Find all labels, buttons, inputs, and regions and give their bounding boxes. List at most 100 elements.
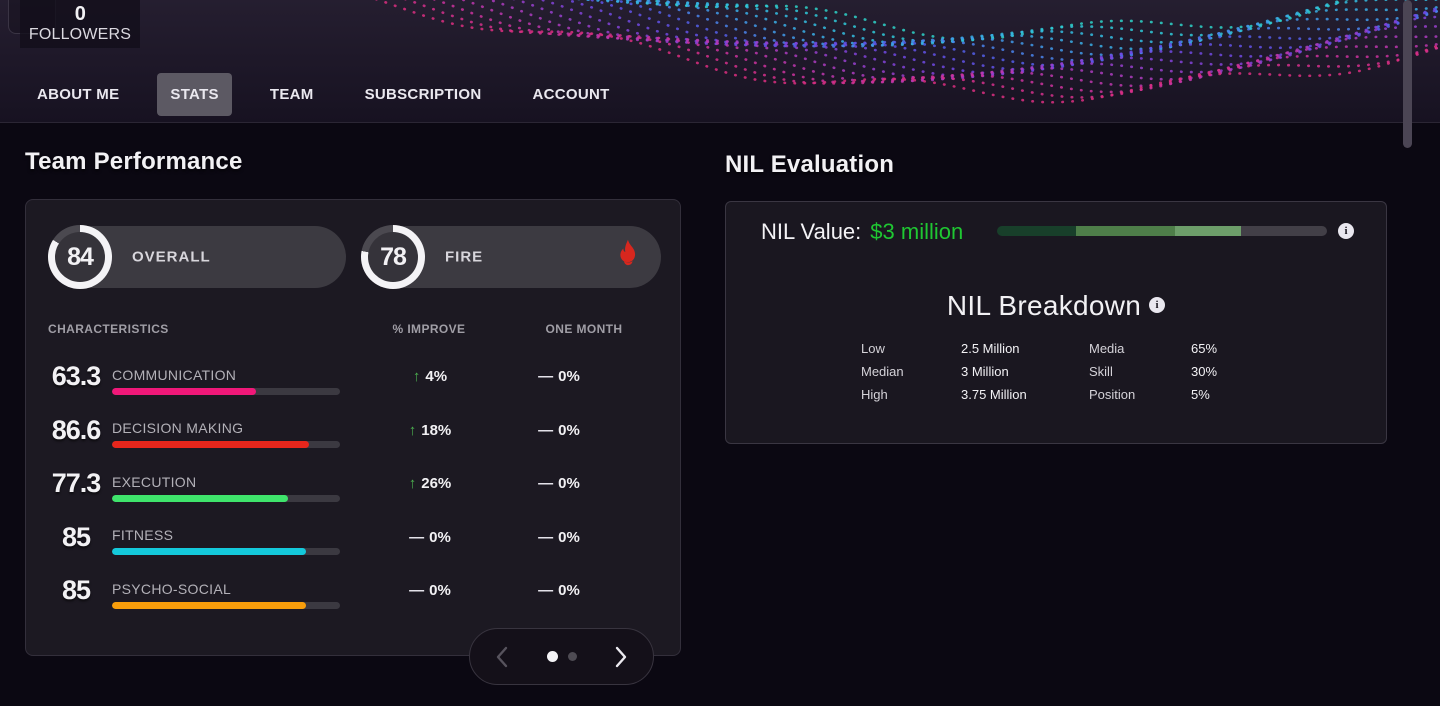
- stat-bar-fill: [112, 441, 310, 449]
- breakdown-label: Media: [1089, 341, 1125, 356]
- table-row-fitness: 85 FITNESS —0% —0%: [48, 511, 660, 565]
- tab-about-me[interactable]: ABOUT ME: [37, 86, 120, 103]
- nil-value-info-icon[interactable]: i: [1338, 223, 1354, 239]
- one-month-value: 0%: [558, 368, 580, 386]
- overall-gauge-label: OVERALL: [132, 248, 211, 266]
- up-arrow-icon: ↑: [408, 475, 417, 493]
- tab-stats[interactable]: STATS: [157, 73, 232, 116]
- table-row: Low 2.5 Million Media 65%: [726, 341, 1386, 364]
- stat-bar-track: [112, 548, 340, 556]
- stat-value: 63.3: [51, 361, 102, 392]
- nil-value-label: NIL Value:: [761, 219, 862, 244]
- dash-icon: —: [538, 528, 554, 546]
- carousel-dot-active[interactable]: [546, 651, 558, 662]
- nil-value-amount: $3 million: [870, 219, 964, 244]
- dash-icon: —: [409, 528, 425, 546]
- stat-bar-track: [112, 387, 340, 395]
- stat-bar-track: [112, 441, 340, 449]
- table-row-psycho-social: 85 PSYCHO-SOCIAL —0% —0%: [48, 564, 660, 618]
- one-month-cell: —0%: [504, 582, 614, 599]
- team-performance-title: Team Performance: [25, 148, 243, 175]
- table-row: Median 3 Million Skill 30%: [726, 364, 1386, 387]
- one-month-value: 0%: [558, 582, 580, 600]
- stat-bar-fill: [112, 548, 306, 556]
- one-month-value: 0%: [558, 421, 580, 439]
- up-arrow-icon: ↑: [408, 421, 417, 439]
- one-month-cell: —0%: [504, 475, 614, 492]
- fire-gauge-value: 78: [368, 232, 418, 282]
- stat-bar-fill: [112, 601, 306, 609]
- one-month-cell: —0%: [504, 529, 614, 546]
- tab-team[interactable]: TEAM: [269, 86, 314, 103]
- dash-icon: —: [409, 582, 425, 600]
- improve-value: 4%: [425, 368, 448, 386]
- carousel-dot[interactable]: [567, 652, 577, 661]
- stat-value: 85: [61, 521, 91, 552]
- header-one-month: ONE MONTH: [545, 322, 623, 336]
- overall-gauge-value: 84: [55, 232, 105, 282]
- improve-cell: —0%: [370, 582, 490, 599]
- breakdown-value: 2.5 Million: [961, 341, 1020, 356]
- stat-value: 77.3: [51, 468, 102, 499]
- breakdown-label: Position: [1089, 387, 1136, 402]
- tab-subscription[interactable]: SUBSCRIPTION: [364, 86, 482, 103]
- carousel-prev-button[interactable]: [492, 642, 512, 672]
- nil-evaluation-card: NIL Value: $3 million i NIL Breakdown i L…: [725, 201, 1387, 444]
- nil-value-row: NIL Value: $3 million: [761, 217, 963, 247]
- improve-cell: ↑ 18%: [370, 422, 490, 439]
- nil-bar-segment: [1175, 226, 1242, 236]
- nil-evaluation-title: NIL Evaluation: [725, 151, 895, 178]
- stats-carousel-controls: [469, 628, 654, 685]
- table-row-decision-making: 86.6 DECISION MAKING ↑ 18% —0%: [48, 404, 660, 458]
- nil-bar-segment: [1076, 226, 1176, 236]
- gauge-row: 84 OVERALL 78 FIRE: [48, 225, 661, 289]
- fire-icon: [611, 238, 645, 277]
- dash-icon: —: [538, 582, 554, 600]
- carousel-next-button[interactable]: [611, 642, 631, 672]
- dash-icon: —: [538, 368, 554, 386]
- characteristics-table-header: CHARACTERISTICS % IMPROVE ONE MONTH: [48, 322, 660, 336]
- profile-tab-bar: ABOUT ME STATS TEAM SUBSCRIPTION ACCOUNT: [24, 73, 623, 116]
- nil-value-bar: [997, 226, 1327, 236]
- nil-bar-segment: [1241, 226, 1327, 236]
- one-month-cell: —0%: [504, 422, 614, 439]
- stat-label: DECISION MAKING: [112, 420, 244, 437]
- improve-cell: ↑ 26%: [370, 475, 490, 492]
- profile-hero-banner: 0 FOLLOWERS ABOUT ME STATS TEAM SUBSCRIP…: [0, 0, 1440, 123]
- breakdown-label: Skill: [1089, 364, 1113, 379]
- table-row: High 3.75 Million Position 5%: [726, 387, 1386, 410]
- fire-gauge-ring: 78: [361, 225, 425, 289]
- dash-icon: —: [538, 421, 554, 439]
- improve-value: 0%: [429, 582, 451, 600]
- improve-value: 18%: [421, 421, 452, 439]
- nil-bar-segment: [997, 226, 1077, 236]
- particle-wave-decoration: [374, 0, 1440, 104]
- header-percent-improve: % IMPROVE: [392, 322, 466, 336]
- stat-bar-fill: [112, 387, 257, 395]
- stat-value: 85: [61, 575, 91, 606]
- tab-account[interactable]: ACCOUNT: [532, 86, 610, 103]
- stat-value: 86.6: [51, 414, 102, 445]
- stat-label: FITNESS: [112, 527, 174, 544]
- stat-label: PSYCHO-SOCIAL: [112, 580, 232, 597]
- vertical-scrollbar[interactable]: [1403, 0, 1412, 148]
- nil-breakdown-info-icon[interactable]: i: [1149, 296, 1166, 313]
- stat-label: COMMUNICATION: [112, 366, 237, 383]
- fire-gauge: 78 FIRE: [361, 225, 661, 289]
- followers-count: 0: [74, 3, 86, 25]
- improve-value: 26%: [421, 475, 452, 493]
- improve-value: 0%: [429, 528, 451, 546]
- one-month-value: 0%: [558, 475, 580, 493]
- breakdown-label: Low: [861, 341, 885, 356]
- breakdown-label: High: [861, 387, 888, 402]
- dash-icon: —: [538, 475, 554, 493]
- one-month-value: 0%: [558, 528, 580, 546]
- followers-label: FOLLOWERS: [28, 26, 132, 43]
- breakdown-value: 5%: [1191, 387, 1210, 402]
- stat-bar-track: [112, 494, 340, 502]
- improve-cell: ↑ 4%: [370, 368, 490, 385]
- breakdown-value: 30%: [1191, 364, 1218, 379]
- followers-badge: 0 FOLLOWERS: [20, 0, 140, 48]
- one-month-cell: —0%: [504, 368, 614, 385]
